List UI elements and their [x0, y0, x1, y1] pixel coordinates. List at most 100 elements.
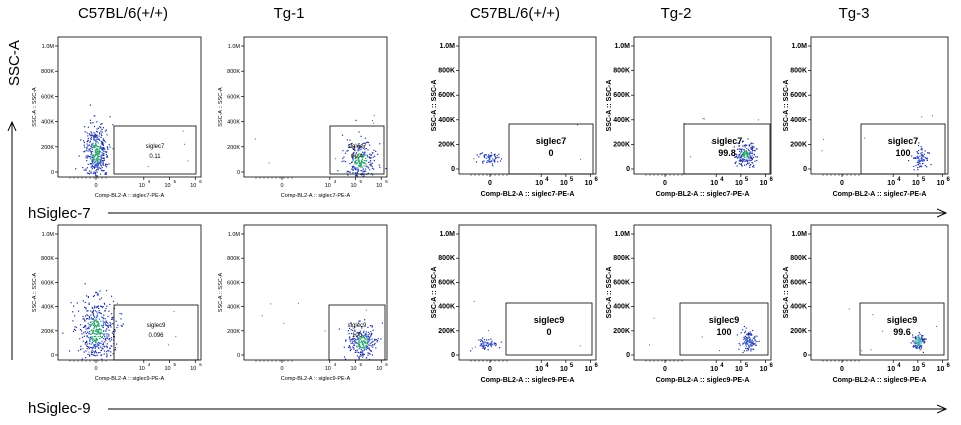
event-dot	[83, 348, 84, 349]
event-dot	[927, 158, 928, 159]
event-dot	[339, 329, 340, 330]
event-dot	[367, 157, 368, 158]
event-dot	[103, 342, 104, 343]
event-dot	[93, 136, 94, 137]
event-dot	[739, 343, 740, 344]
event-dot	[349, 336, 350, 337]
event-dot	[255, 139, 256, 140]
event-dot	[97, 329, 98, 330]
x-tick-exponent: 4	[334, 362, 337, 367]
event-dot	[921, 343, 922, 344]
event-dot	[355, 339, 356, 340]
y-axis-title: SSC-A :: SSC-A	[431, 80, 438, 132]
y-tick-label: 1.0M	[614, 231, 630, 238]
event-dot	[757, 156, 758, 157]
y-tick-label: 0	[803, 352, 807, 359]
event-dot	[360, 354, 361, 355]
event-dot	[90, 158, 91, 159]
event-dot	[352, 341, 353, 342]
event-dot	[484, 345, 485, 346]
event-dot	[80, 329, 81, 330]
event-dot	[344, 347, 345, 348]
event-dot	[747, 334, 748, 335]
event-dot	[343, 157, 344, 158]
event-dot	[98, 345, 99, 346]
event-dot	[365, 341, 366, 342]
event-dot	[94, 317, 95, 318]
y-axis-title: SSC-A :: SSC-A	[431, 267, 438, 319]
event-dot	[95, 167, 96, 168]
event-dot	[91, 152, 92, 153]
event-dot	[98, 294, 99, 295]
x-tick-label: 10	[710, 366, 718, 373]
event-dot	[104, 303, 105, 304]
event-dot	[122, 326, 123, 327]
event-dot	[366, 336, 367, 337]
event-dot	[113, 301, 114, 302]
event-dot	[84, 326, 85, 327]
event-dot	[87, 344, 88, 345]
event-dot	[352, 330, 353, 331]
event-dot	[750, 332, 751, 333]
event-dot	[89, 356, 90, 357]
event-dot	[99, 333, 100, 334]
event-dot	[105, 325, 106, 326]
event-dot	[86, 341, 87, 342]
event-dot	[366, 155, 367, 156]
event-dot	[91, 151, 92, 152]
x-tick-label: 0	[94, 183, 97, 189]
event-dot	[366, 310, 367, 311]
event-dot	[752, 340, 753, 341]
event-dot	[97, 325, 98, 326]
event-dot	[95, 164, 96, 165]
y-axis-title: SSC-A :: SSC-A	[606, 80, 613, 132]
event-dot	[346, 150, 347, 151]
event-dot	[103, 160, 104, 161]
event-dot	[917, 162, 918, 163]
event-dot	[110, 324, 111, 325]
x-tick-label: 10	[535, 180, 543, 187]
event-dot	[348, 347, 349, 348]
event-dot	[482, 152, 483, 153]
event-dot	[374, 344, 375, 345]
event-dot	[498, 157, 499, 158]
event-dot	[86, 310, 87, 311]
event-dot	[101, 141, 102, 142]
event-dot	[919, 337, 920, 338]
y-axis-title: SSC-A :: SSC-A	[783, 80, 790, 132]
event-dot	[91, 343, 92, 344]
event-dot	[478, 156, 479, 157]
event-dot	[913, 345, 914, 346]
event-dot	[95, 346, 96, 347]
event-dot	[94, 344, 95, 345]
event-dot	[375, 151, 376, 152]
y-tick-label: 600K	[227, 94, 240, 100]
event-dot	[363, 345, 364, 346]
event-dot	[89, 317, 90, 318]
event-dot	[365, 339, 366, 340]
y-axis-title: SSC-A :: SSC-A	[32, 87, 38, 127]
x-tick-exponent: 6	[385, 179, 388, 184]
event-dot	[354, 161, 355, 162]
flow-plot-1-5: 0200K400K600K800K1.0MSSC-A :: SSC-A0 10 4 1…	[783, 37, 951, 198]
event-dot	[649, 344, 650, 345]
event-dot	[97, 313, 98, 314]
event-dot	[91, 338, 92, 339]
event-dot	[93, 310, 94, 311]
event-dot	[379, 165, 380, 166]
event-dot	[925, 150, 926, 151]
event-dot	[749, 333, 750, 334]
event-dot	[106, 328, 107, 329]
event-dot	[174, 311, 175, 312]
x-tick-label: 0	[840, 180, 844, 187]
y-tick-label: 200K	[227, 145, 240, 151]
event-dot	[740, 161, 741, 162]
event-dot	[343, 160, 344, 161]
event-dot	[749, 154, 750, 155]
event-dot	[87, 328, 88, 329]
gate-name: siglec9	[534, 315, 565, 325]
event-dot	[107, 155, 108, 156]
event-dot	[472, 348, 473, 349]
event-dot	[74, 315, 75, 316]
